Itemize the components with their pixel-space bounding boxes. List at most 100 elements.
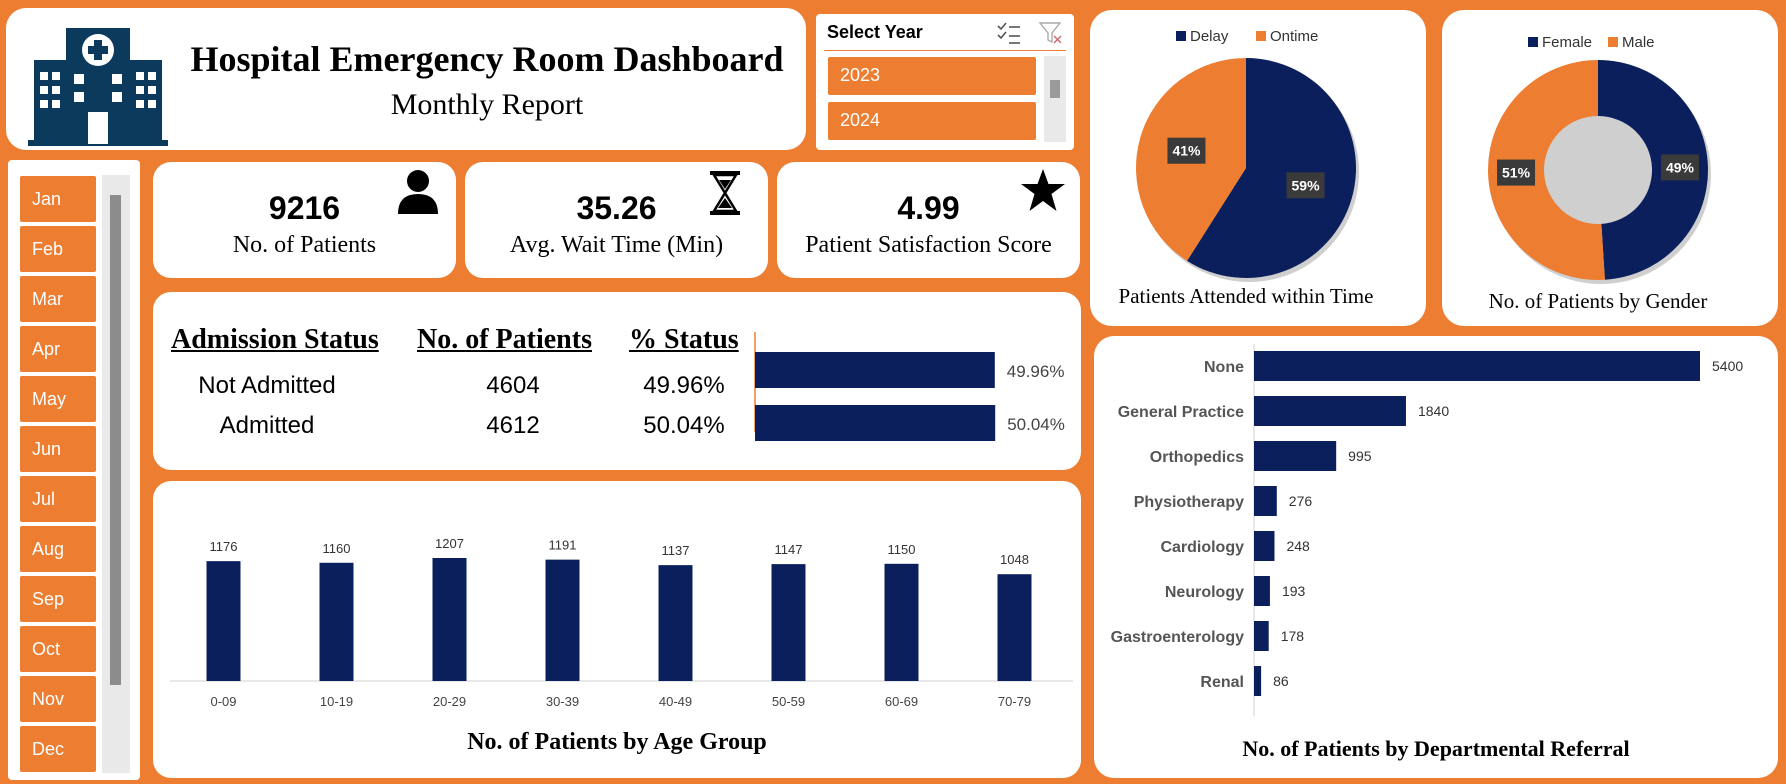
referral-bar-label: 5400 <box>1712 358 1743 374</box>
pie-label: 41% <box>1172 143 1201 159</box>
admission-header-pct: % Status <box>629 324 739 355</box>
referral-bar-chart: None 5400 General Practice 1840 Orthopedics 9… <box>1111 344 1743 716</box>
pie-label-box <box>1660 154 1699 181</box>
kpi-wait-label: Avg. Wait Time (Min) <box>509 232 724 258</box>
pie-title: No. of Patients by Gender <box>1489 289 1708 313</box>
referral-bar <box>1254 531 1275 561</box>
pie-title: Patients Attended within Time <box>1119 284 1374 308</box>
pie-label-box <box>1286 172 1325 199</box>
admission-pct-cell: 50.04% <box>643 412 725 439</box>
kpi-satisfaction-value: 4.99 <box>897 190 960 226</box>
legend-label: Male <box>1622 34 1655 51</box>
month-button-sep[interactable]: Sep <box>20 576 96 622</box>
legend-swatch <box>1176 31 1186 41</box>
referral-bar-label: 995 <box>1348 448 1372 464</box>
referral-category-label: Renal <box>1200 674 1244 691</box>
admission-patients-cell: 4604 <box>486 372 540 399</box>
age-group-chart: 1176 0-09 1160 10-19 1207 20-29 1191 30-39 1137 4… <box>170 536 1073 709</box>
month-button-nov[interactable]: Nov <box>20 676 96 722</box>
month-scrollbar[interactable] <box>102 175 130 773</box>
admission-pct-cell: 49.96% <box>643 372 725 399</box>
age-bar <box>319 562 354 681</box>
admission-card: Admission Status No. of Patients % Statu… <box>153 292 1081 470</box>
referral-category-label: Neurology <box>1165 584 1244 601</box>
clear-filter-icon[interactable] <box>1038 20 1064 46</box>
age-bar-label: 1048 <box>1000 552 1029 567</box>
age-bar <box>771 564 806 681</box>
pie-slice <box>1598 60 1708 280</box>
time-pie-chart: Delay Ontime 59% 41% Patients Attended withi… <box>1119 28 1374 308</box>
admission-header-patients: No. of Patients <box>417 324 592 355</box>
year-button-2024[interactable]: 2024 <box>828 102 1036 140</box>
month-button-oct[interactable]: Oct <box>20 626 96 672</box>
month-button-jun[interactable]: Jun <box>20 426 96 472</box>
year-slicer-title: Select Year <box>827 22 923 42</box>
month-scroll-thumb[interactable] <box>110 195 121 685</box>
admission-bar-chart: 49.96% 50.04% <box>754 332 1065 441</box>
month-button-may[interactable]: May <box>20 376 96 422</box>
gender-pie-card: Female Male 49% 51% No. of Patients by Gende… <box>1442 10 1778 326</box>
kpi-satisfaction-card: 4.99 Patient Satisfaction Score <box>777 162 1080 278</box>
month-button-jul[interactable]: Jul <box>20 476 96 522</box>
referral-category-label: Physiotherapy <box>1134 494 1244 511</box>
legend-swatch <box>1608 37 1618 47</box>
referral-bar-label: 193 <box>1282 583 1306 599</box>
year-scrollbar[interactable] <box>1044 56 1066 142</box>
age-tick-label: 60-69 <box>885 694 918 709</box>
age-bar-label: 1207 <box>435 536 464 551</box>
referral-bar <box>1254 621 1269 651</box>
kpi-wait-value: 35.26 <box>576 190 657 226</box>
kpi-wait-card: 35.26 Avg. Wait Time (Min) <box>465 162 768 278</box>
admission-status-cell: Admitted <box>219 412 315 439</box>
year-slicer: Select Year 2023 2024 <box>816 14 1074 150</box>
hourglass-icon <box>710 171 740 215</box>
legend-label: Delay <box>1190 28 1229 45</box>
age-bar <box>997 574 1032 681</box>
kpi-satisfaction-label: Patient Satisfaction Score <box>805 232 1052 258</box>
referral-bar-label: 248 <box>1286 538 1310 554</box>
dashboard-subtitle: Monthly Report <box>390 88 584 121</box>
year-scroll-thumb[interactable] <box>1050 80 1060 98</box>
pie-label: 59% <box>1292 177 1321 193</box>
referral-bar-label: 276 <box>1289 493 1313 509</box>
kpi-patients-label: No. of Patients <box>232 232 377 258</box>
month-button-apr[interactable]: Apr <box>20 326 96 372</box>
age-bar <box>658 565 693 681</box>
month-button-dec[interactable]: Dec <box>20 726 96 772</box>
age-tick-label: 30-39 <box>546 694 579 709</box>
age-chart-title: No. of Patients by Age Group <box>467 729 767 755</box>
age-bar-label: 1150 <box>888 542 916 557</box>
person-icon <box>398 170 438 214</box>
age-bar-label: 1147 <box>775 542 803 557</box>
time-pie-card: Delay Ontime 59% 41% Patients Attended withi… <box>1090 10 1426 326</box>
admission-header-status: Admission Status <box>171 324 379 355</box>
month-button-jan[interactable]: Jan <box>20 176 96 222</box>
referral-category-label: Gastroenterology <box>1111 629 1244 646</box>
pie-label-box <box>1497 159 1536 186</box>
hospital-icon <box>28 28 168 146</box>
referral-category-label: None <box>1204 359 1244 376</box>
legend-swatch <box>1256 31 1266 41</box>
age-tick-label: 0-09 <box>210 694 236 709</box>
admission-bar-label: 49.96% <box>1007 362 1065 381</box>
kpi-patients-value: 9216 <box>268 190 341 226</box>
admission-patients-cell: 4612 <box>486 412 540 439</box>
age-bar <box>432 558 467 681</box>
multi-select-icon[interactable] <box>996 20 1022 46</box>
admission-bar <box>755 405 996 441</box>
pie-slice <box>1487 60 1605 281</box>
pie-label: 51% <box>1502 165 1531 181</box>
admission-bar-label: 50.04% <box>1007 415 1065 434</box>
referral-bar-label: 178 <box>1281 628 1305 644</box>
referral-bar <box>1254 576 1270 606</box>
month-button-mar[interactable]: Mar <box>20 276 96 322</box>
age-tick-label: 10-19 <box>320 694 353 709</box>
age-chart-card: 1176 0-09 1160 10-19 1207 20-29 1191 30-39 1137 4… <box>153 481 1081 778</box>
legend-label: Ontime <box>1270 28 1318 45</box>
year-button-2023[interactable]: 2023 <box>828 57 1036 95</box>
referral-category-label: General Practice <box>1118 404 1244 421</box>
header-card: Hospital Emergency Room Dashboard Monthl… <box>6 8 806 150</box>
pie-slice <box>1187 58 1356 278</box>
month-button-aug[interactable]: Aug <box>20 526 96 572</box>
month-button-feb[interactable]: Feb <box>20 226 96 272</box>
